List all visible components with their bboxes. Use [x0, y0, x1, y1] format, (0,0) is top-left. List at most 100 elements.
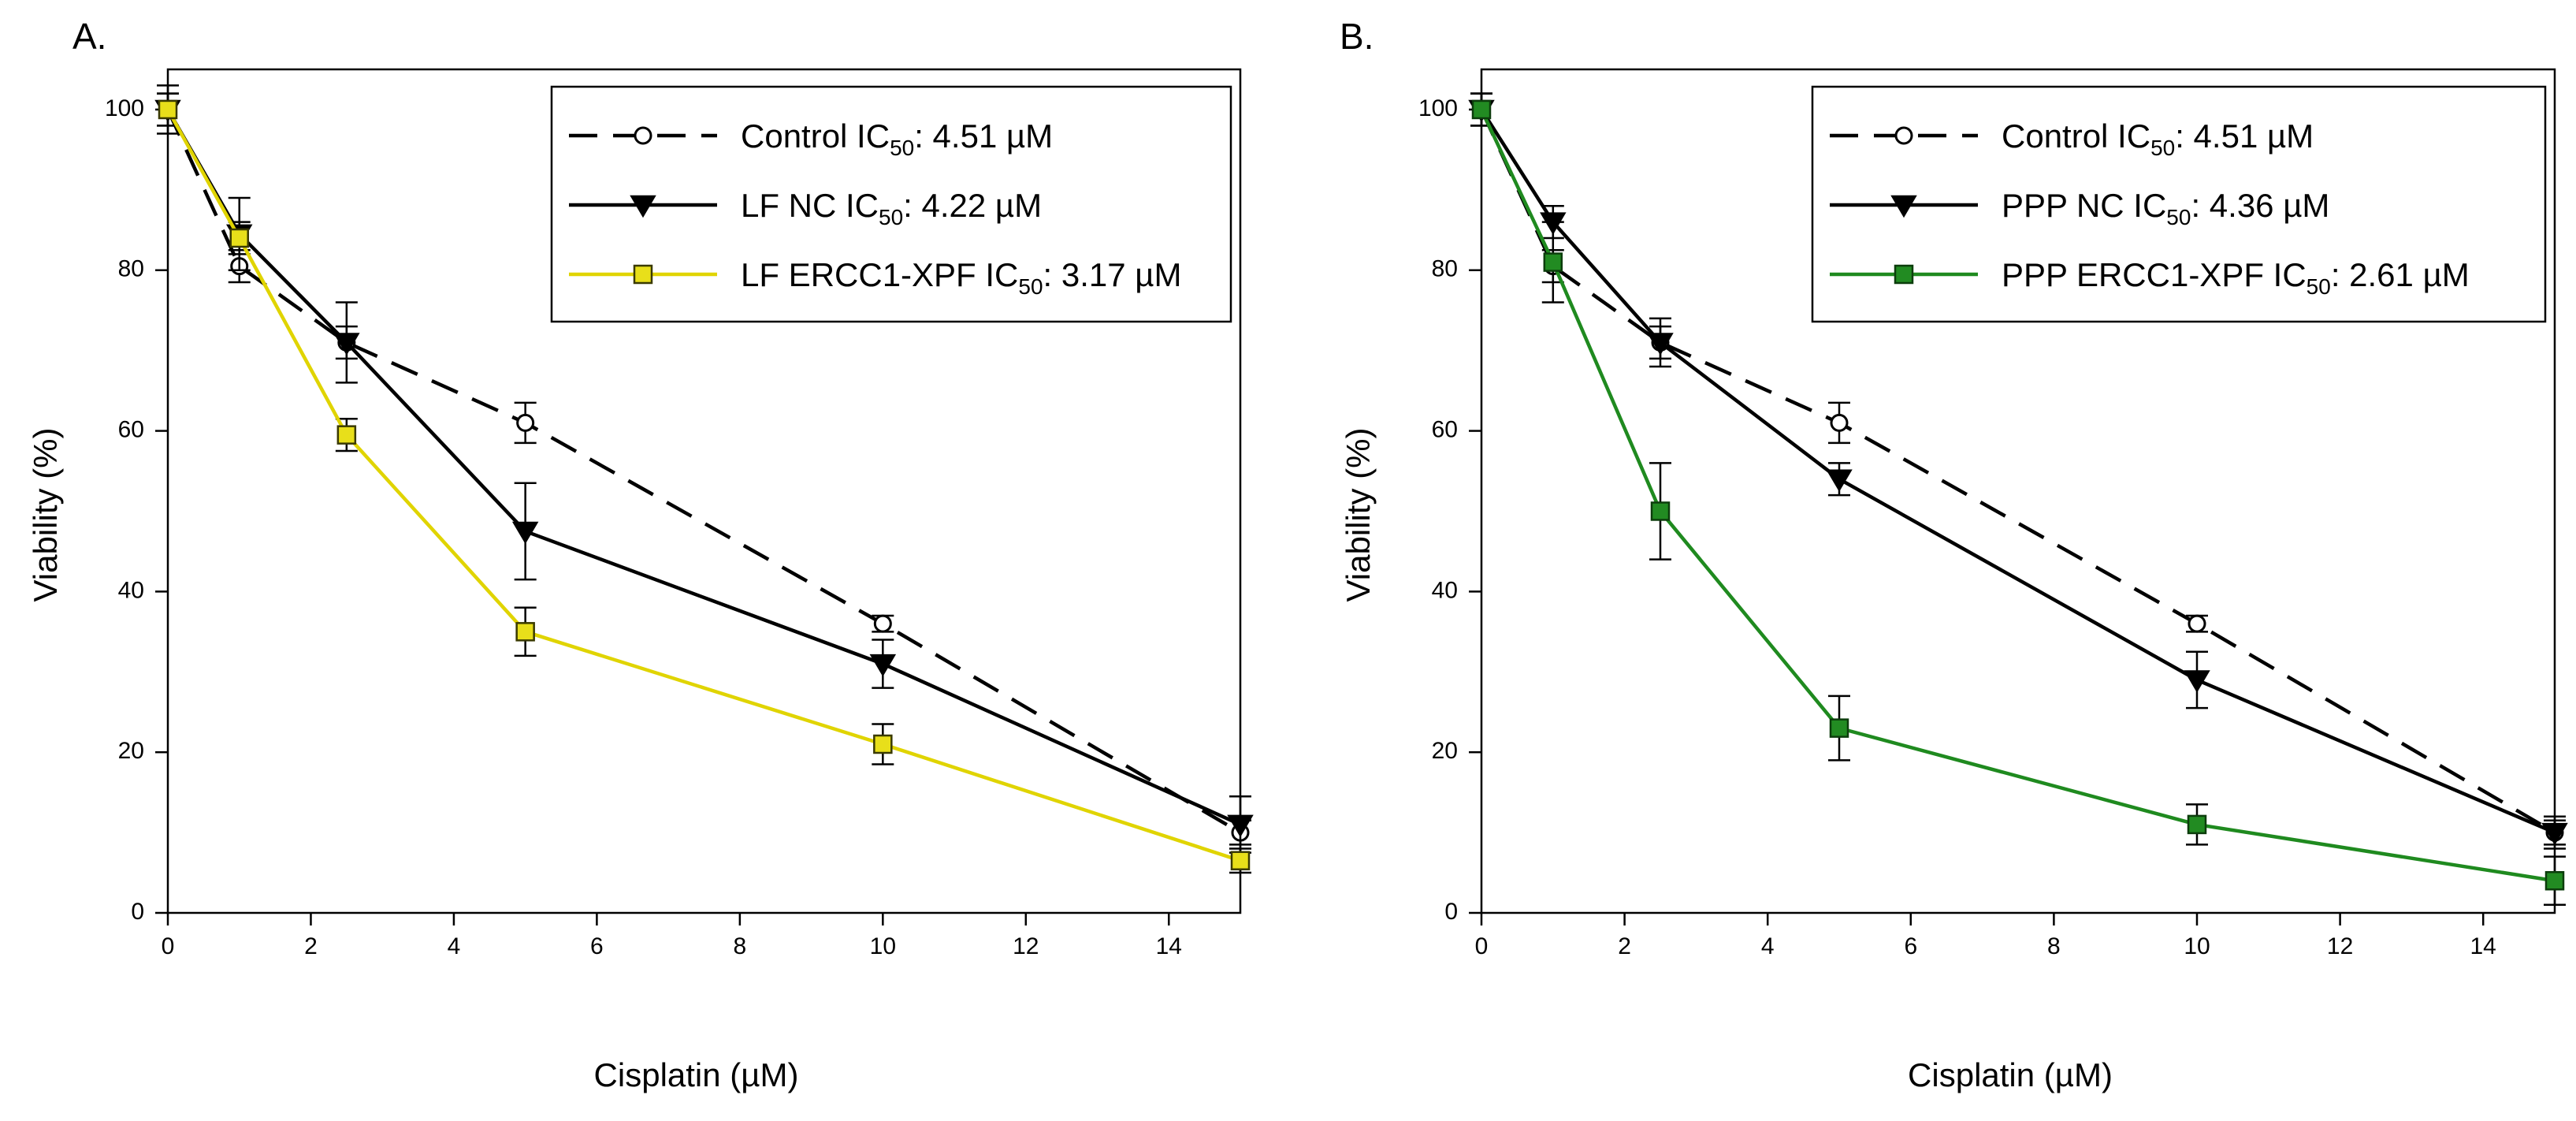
data-point — [2187, 814, 2207, 835]
legend-prefix: LF ERCC1-XPF IC — [741, 256, 1018, 293]
x-axis-title: Cisplatin (µM) — [594, 1056, 799, 1093]
x-tick-label: 10 — [870, 933, 896, 959]
legend-subscript: 50 — [2150, 136, 2175, 160]
x-axis-title: Cisplatin (µM) — [1908, 1056, 2113, 1093]
y-tick-label: 80 — [118, 256, 144, 282]
x-tick-label: 6 — [590, 933, 604, 959]
series-line — [166, 108, 1241, 862]
legend-prefix: LF NC IC — [741, 187, 879, 224]
plot-frame — [1480, 68, 2556, 914]
y-tick-label: 80 — [1432, 256, 1458, 282]
data-point — [515, 622, 535, 642]
x-tick-label: 8 — [734, 933, 747, 959]
data-point — [1471, 99, 1492, 120]
series-line — [1480, 108, 2556, 835]
legend-entry: PPP ERCC1-XPF IC50: 2.61 µM — [2002, 256, 2470, 299]
x-tick-label: 10 — [2184, 933, 2210, 959]
legend-marker — [1894, 126, 1913, 145]
legend-subscript: 50 — [2166, 205, 2191, 229]
legend-subscript: 50 — [879, 205, 903, 229]
legend-suffix: : 4.51 µM — [2175, 117, 2314, 155]
legend-entry: Control IC50: 4.51 µM — [2002, 117, 2314, 160]
y-tick-label: 40 — [1432, 577, 1458, 603]
legend-suffix: : 2.61 µM — [2331, 256, 2470, 293]
data-point — [229, 228, 249, 248]
y-axis-title: Viability (%) — [1340, 428, 1377, 602]
x-tick-label: 0 — [162, 933, 175, 959]
y-tick-label: 100 — [1418, 95, 1458, 121]
data-point — [1830, 413, 1849, 432]
series-line — [165, 109, 1242, 835]
data-point — [2184, 670, 2210, 693]
data-point — [1227, 814, 1254, 838]
data-point — [336, 425, 357, 445]
chart-panel-b: B. 0 20 40 60 80 100 0 2 4 6 8 10 12 14 Cisplatin (µM) V… — [1340, 16, 2568, 1093]
legend-suffix: : 4.51 µM — [914, 117, 1053, 155]
data-point — [1826, 469, 1853, 492]
y-tick-label: 0 — [131, 899, 144, 925]
data-point — [873, 614, 892, 633]
data-point — [869, 654, 897, 677]
chart-panel-a: A. 0 20 40 60 80 100 0 2 4 6 8 10 12 14 Cisplatin (µM) V… — [27, 16, 1254, 1093]
legend-prefix: PPP ERCC1-XPF IC — [2002, 256, 2307, 293]
x-tick-label: 4 — [448, 933, 461, 959]
legend-entry: Control IC50: 4.51 µM — [741, 117, 1053, 160]
x-tick-label: 12 — [2327, 933, 2353, 959]
y-tick-label: 60 — [118, 416, 144, 442]
x-tick-label: 14 — [1156, 933, 1182, 959]
legend-marker — [634, 126, 652, 145]
data-point — [873, 734, 893, 754]
legend-subscript: 50 — [2307, 274, 2331, 299]
legend-entry: PPP NC IC50: 4.36 µM — [2002, 187, 2329, 229]
legend-entry: LF ERCC1-XPF IC50: 3.17 µM — [741, 256, 1181, 299]
legend-entry: LF NC IC50: 4.22 µM — [741, 187, 1042, 229]
x-tick-label: 8 — [2047, 933, 2061, 959]
data-point — [2544, 870, 2565, 891]
legend-prefix: Control IC — [2002, 117, 2150, 155]
data-point — [1543, 252, 1563, 272]
legend-prefix: PPP NC IC — [2002, 187, 2166, 224]
x-tick-label: 6 — [1904, 933, 1917, 959]
legend-subscript: 50 — [890, 136, 914, 160]
x-tick-label: 0 — [1475, 933, 1489, 959]
legend-suffix: : 4.22 µM — [903, 187, 1042, 224]
y-tick-label: 0 — [1444, 899, 1458, 925]
y-tick-label: 20 — [118, 738, 144, 764]
legend-marker — [1894, 264, 1914, 285]
data-point — [2541, 822, 2568, 846]
series-lf-ercc1-xpf — [157, 92, 1251, 874]
x-tick-label: 2 — [304, 933, 318, 959]
data-point — [516, 413, 535, 432]
series-ppp-ercc1-xpf — [1470, 92, 2566, 907]
data-point — [511, 521, 539, 545]
legend-marker — [630, 195, 656, 218]
legend-subscript: 50 — [1018, 274, 1043, 299]
plot-frame — [166, 68, 1242, 914]
x-tick-label: 14 — [2470, 933, 2496, 959]
legend-marker — [633, 264, 653, 285]
y-tick-label: 20 — [1432, 738, 1458, 764]
data-point — [1650, 501, 1671, 521]
x-tick-label: 12 — [1013, 933, 1039, 959]
panel-label: A. — [72, 16, 106, 57]
series-line — [1479, 108, 2556, 883]
data-point — [1829, 718, 1849, 738]
data-point — [1647, 333, 1674, 356]
y-tick-label: 40 — [118, 577, 144, 603]
y-axis-title: Viability (%) — [27, 428, 64, 602]
data-point — [158, 99, 178, 120]
data-point — [2188, 614, 2206, 633]
panel-label: B. — [1340, 16, 1373, 57]
legend-marker — [1890, 195, 1917, 218]
legend-prefix: Control IC — [741, 117, 890, 155]
data-point — [333, 333, 360, 356]
data-point — [1230, 851, 1251, 871]
legend-suffix: : 4.36 µM — [2191, 187, 2329, 224]
y-tick-label: 100 — [105, 95, 144, 121]
legend-suffix: : 3.17 µM — [1043, 256, 1182, 293]
y-tick-label: 60 — [1432, 416, 1458, 442]
x-tick-label: 4 — [1761, 933, 1775, 959]
